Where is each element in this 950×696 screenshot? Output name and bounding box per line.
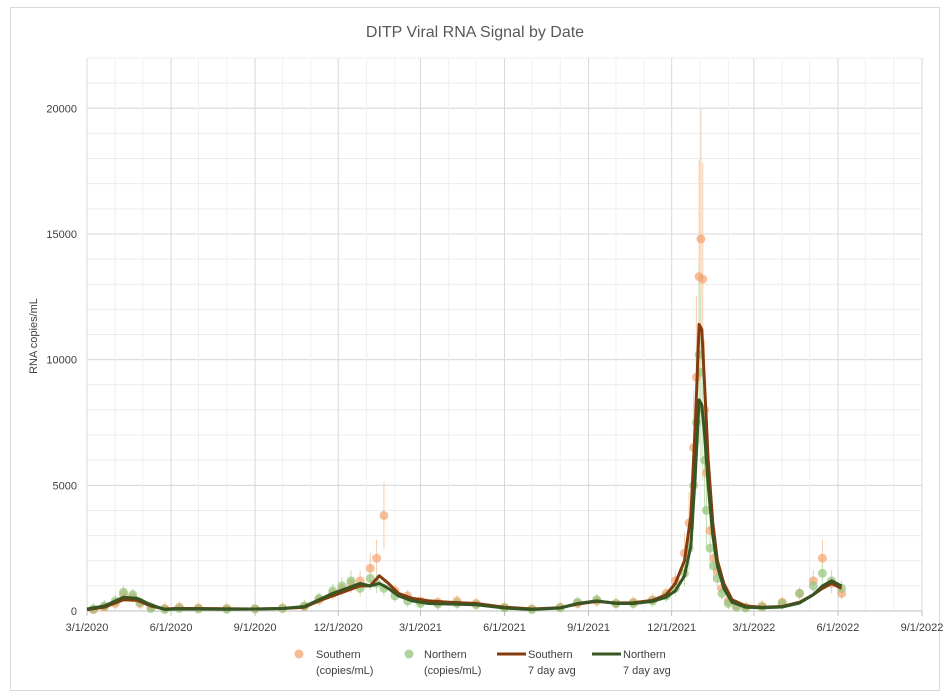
x-tick-label: 9/1/2022 [901, 622, 944, 634]
x-tick-label: 6/1/2020 [150, 622, 193, 634]
point-northern [701, 505, 711, 515]
y-axis-title: RNA copies/mL [28, 298, 40, 374]
legend-label-northern-avg-l2: 7 day avg [623, 665, 671, 677]
x-axis-ticks: 3/1/2020 6/1/2020 9/1/2020 12/1/2020 3/1/202… [66, 611, 944, 634]
y-tick-label: 10000 [46, 355, 77, 367]
point-southern [372, 553, 382, 563]
point-northern [119, 587, 129, 597]
x-tick-label: 12/1/2020 [314, 622, 363, 634]
x-tick-label: 3/1/2021 [399, 622, 442, 634]
point-northern [705, 543, 715, 553]
legend-label-southern-l2: (copies/mL) [316, 665, 373, 677]
legend-marker-southern [294, 649, 304, 659]
x-tick-label: 3/1/2022 [732, 622, 775, 634]
gridlines [86, 57, 923, 611]
point-northern [346, 576, 356, 586]
legend: Southern (copies/mL) Northern (copies/mL… [294, 649, 671, 677]
y-tick-label: 20000 [46, 103, 77, 115]
x-tick-label: 12/1/2021 [647, 622, 696, 634]
point-southern [817, 553, 827, 563]
legend-label-northern-l1: Northern [424, 649, 467, 661]
chart-frame [10, 7, 940, 691]
legend-label-northern-avg-l1: Northern [623, 649, 666, 661]
point-northern [365, 573, 375, 583]
y-axis-ticks: 0 5000 10000 15000 20000 [46, 103, 77, 618]
legend-label-southern-avg-l1: Southern [528, 649, 573, 661]
y-tick-label: 5000 [53, 480, 77, 492]
point-northern [795, 588, 805, 598]
legend-label-northern-l2: (copies/mL) [424, 665, 481, 677]
point-southern [696, 234, 706, 244]
point-southern [379, 510, 389, 520]
x-tick-label: 6/1/2021 [483, 622, 526, 634]
point-northern [817, 568, 827, 578]
x-tick-label: 9/1/2021 [567, 622, 610, 634]
y-tick-label: 0 [71, 606, 77, 618]
data-points [88, 234, 847, 615]
x-tick-label: 9/1/2020 [234, 622, 277, 634]
x-tick-label: 6/1/2022 [817, 622, 860, 634]
x-tick-label: 3/1/2020 [66, 622, 109, 634]
legend-label-southern-avg-l2: 7 day avg [528, 665, 576, 677]
y-tick-label: 15000 [46, 229, 77, 241]
point-northern [808, 581, 818, 591]
point-southern [365, 563, 375, 573]
chart-title: DITP Viral RNA Signal by Date [366, 24, 584, 41]
avg-lines [86, 322, 843, 612]
legend-label-southern-l1: Southern [316, 649, 361, 661]
legend-marker-northern [404, 649, 414, 659]
line-northern-avg [86, 398, 843, 611]
point-southern [698, 274, 708, 284]
